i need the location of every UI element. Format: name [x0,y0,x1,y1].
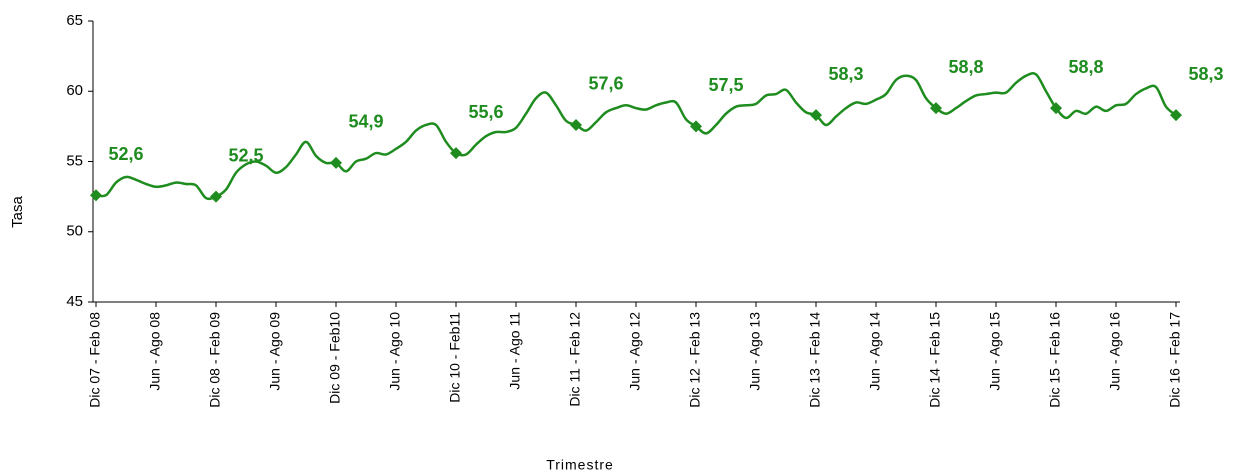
point-marker [690,120,702,133]
x-tick-label: Jun - Ago 09 [267,312,283,391]
point-marker [1170,109,1182,122]
data-label: 58,8 [948,57,983,77]
point-marker [210,190,222,203]
x-tick-label: Jun - Ago 11 [507,312,523,390]
y-tick-label: 65 [66,12,83,29]
x-tick-label: Jun - Ago 10 [387,312,403,391]
y-axis-label: Tasa [9,196,26,228]
x-tick-label: Jun - Ago 14 [867,312,883,391]
line-series [95,72,1177,201]
x-axis-label: Trimestre [546,457,614,473]
data-label: 57,5 [708,75,743,95]
point-marker [810,109,822,122]
x-tick-label: Dic 07 - Feb 08 [87,312,103,408]
x-tick-label: Jun - Ago 16 [1107,312,1123,391]
point-marker [330,156,342,169]
data-label: 58,3 [1188,64,1223,84]
data-label: 52,6 [108,144,143,164]
x-tick-label: Dic 12 - Feb 13 [687,312,703,408]
y-tick-label: 60 [66,82,83,99]
data-label: 55,6 [468,102,503,122]
x-tick-label: Dic 10 - Feb11 [447,312,463,403]
x-tick-label: Jun - Ago 12 [627,312,643,391]
y-tick-label: 55 [66,152,83,169]
x-tick-label: Dic 11 - Feb 12 [567,312,583,407]
data-label: 52,5 [228,145,263,165]
x-tick-label: Dic 15 - Feb 16 [1047,312,1063,408]
point-marker [930,102,942,115]
data-label: 54,9 [348,112,383,132]
y-tick-label: 50 [66,223,83,240]
data-label: 58,3 [828,64,863,84]
x-tick-label: Dic 14 - Feb 15 [927,312,943,408]
y-tick-label: 45 [66,293,83,310]
point-marker [90,189,102,202]
x-tick-label: Jun - Ago 13 [747,312,763,391]
data-label: 58,8 [1068,57,1103,77]
x-tick-label: Dic 09 - Feb10 [327,312,343,404]
point-marker [1050,102,1062,115]
point-marker [570,118,582,131]
x-tick-label: Dic 08 - Feb 09 [207,312,223,408]
x-tick-label: Jun - Ago 08 [147,312,163,391]
point-marker [450,147,462,160]
x-tick-label: Jun - Ago 15 [987,312,1003,391]
x-tick-label: Dic 16 - Feb 17 [1167,312,1183,408]
x-tick-label: Dic 13 - Feb 14 [807,312,823,408]
data-label: 57,6 [588,74,623,94]
